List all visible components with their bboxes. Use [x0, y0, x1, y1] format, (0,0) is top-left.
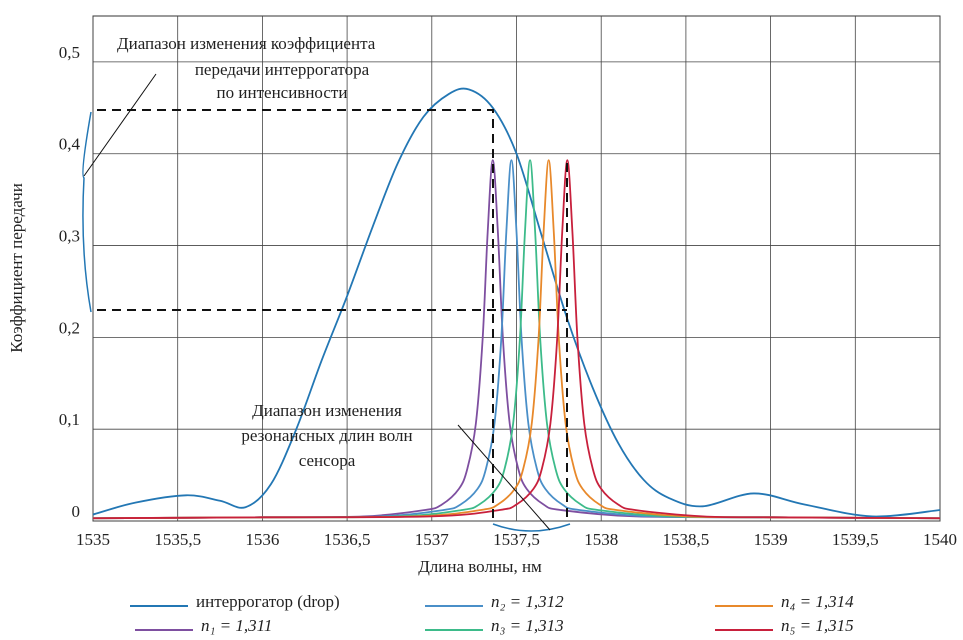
- y-axis-label: Коэффициент передачи: [7, 183, 26, 353]
- annotation: сенсора: [299, 451, 356, 470]
- x-tick-label: 1539,5: [832, 530, 879, 549]
- series-line: [92, 159, 941, 520]
- annotation: резонансных длин волн: [241, 426, 412, 445]
- x-tick-label: 1538: [584, 530, 618, 549]
- annotation: передачи интеррогатора: [195, 60, 370, 79]
- legend-label: n₅ = 1,315: [781, 616, 854, 635]
- pointer-line: [457, 424, 551, 531]
- legend-label: n₂ = 1,312: [491, 592, 564, 611]
- x-tick-label: 1535,5: [154, 530, 201, 549]
- x-axis-label: Длина волны, нм: [418, 557, 542, 576]
- x-tick-label: 1540: [923, 530, 957, 549]
- series-line: [92, 159, 941, 520]
- x-tick-label: 1535: [76, 530, 110, 549]
- y-tick-label: 0,5: [59, 43, 80, 62]
- x-tick-label: 1537,5: [493, 530, 540, 549]
- x-tick-label: 1537: [415, 530, 450, 549]
- annotation: Диапазон изменения коэффициента: [117, 34, 376, 53]
- range-bracket: [492, 523, 571, 532]
- y-tick-label: 0,4: [59, 135, 81, 154]
- legend-label: n₁ = 1,311: [201, 616, 272, 635]
- x-tick-label: 1536: [245, 530, 279, 549]
- grid: [92, 16, 941, 522]
- x-tick-label: 1538,5: [663, 530, 710, 549]
- annotation: Диапазон изменения: [252, 401, 402, 420]
- range-bracket: [82, 111, 92, 313]
- legend-label: n₄ = 1,314: [781, 592, 854, 611]
- range-guide: [97, 109, 494, 521]
- x-tick-label: 1536,5: [324, 530, 371, 549]
- series-line: [92, 159, 941, 520]
- y-tick-label: 0,3: [59, 226, 80, 245]
- annotation: по интенсивности: [217, 83, 348, 102]
- pointer-line: [83, 73, 157, 177]
- y-tick-label: 0,1: [59, 410, 80, 429]
- x-tick-label: 1539: [754, 530, 788, 549]
- series-line: [92, 87, 941, 518]
- y-tick-label: 0,2: [59, 318, 80, 337]
- legend-label: интеррогатор (drop): [196, 592, 340, 611]
- y-tick-label: 0: [72, 502, 81, 521]
- legend-label: n₃ = 1,313: [491, 616, 564, 635]
